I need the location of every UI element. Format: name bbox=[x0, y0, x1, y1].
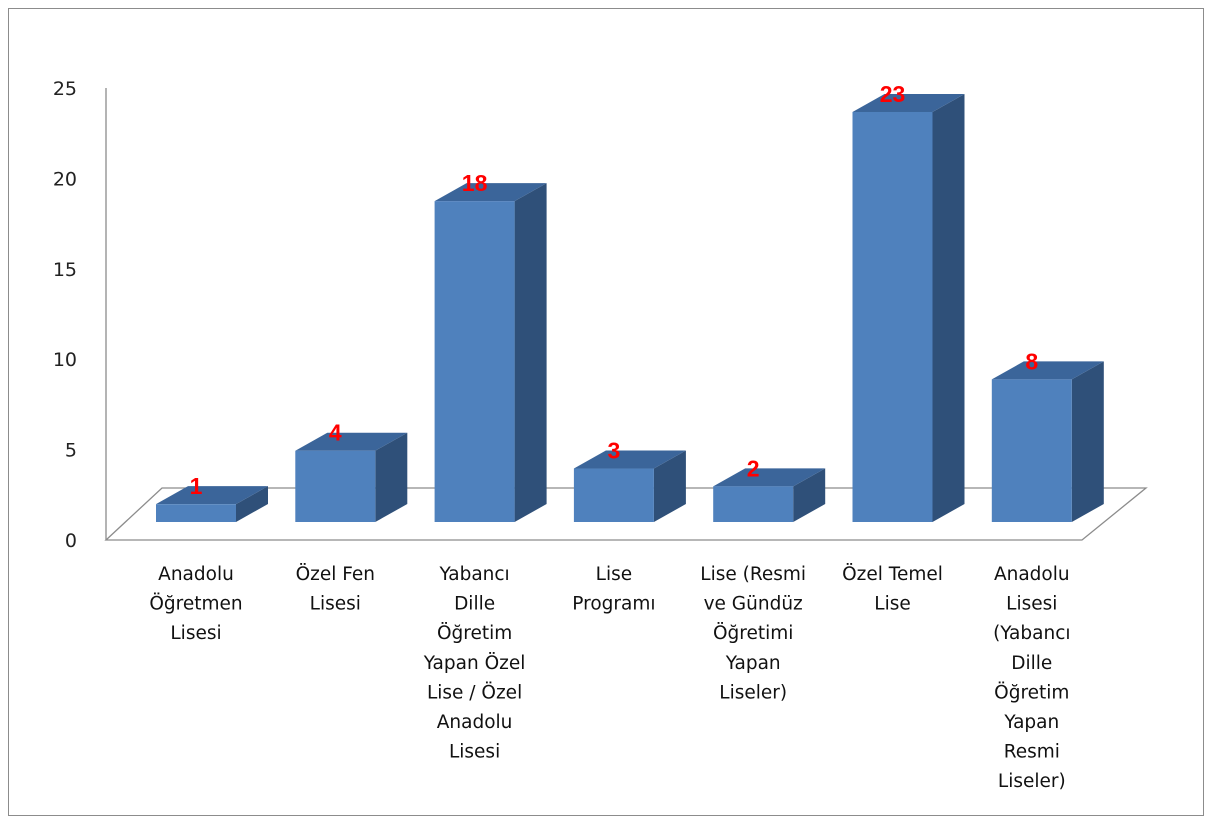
category-label: Özel Temel Lise bbox=[842, 563, 943, 615]
bar-front bbox=[713, 486, 794, 522]
data-label: 23 bbox=[880, 81, 906, 107]
data-label: 2 bbox=[747, 455, 760, 481]
y-tick-label: 10 bbox=[53, 349, 77, 371]
bar-3 bbox=[434, 183, 547, 523]
bar-front bbox=[295, 450, 376, 522]
bar-side bbox=[793, 468, 826, 522]
bar-4 bbox=[573, 450, 686, 522]
bar-2 bbox=[295, 432, 408, 522]
bar-front bbox=[156, 504, 236, 522]
bar-top bbox=[434, 183, 547, 202]
category-label: Anadolu Lisesi (Yabancı Dille Öğretim Yapan Re… bbox=[993, 564, 1070, 792]
y-tick-label: 20 bbox=[53, 168, 77, 190]
bar-side bbox=[653, 450, 686, 522]
category-label: Yabancı Dille Öğretim Yapan Özel Lise / Özel… bbox=[423, 564, 526, 763]
bar-5 bbox=[713, 468, 826, 522]
category-label: Özel Fen Lisesi bbox=[296, 563, 375, 615]
bar-7 bbox=[991, 361, 1104, 522]
category-label: Lise (Resmi ve Gündüz Öğretimi Yapan Liseler… bbox=[700, 564, 806, 703]
bar-front bbox=[573, 468, 654, 522]
y-axis-ticks: 0 5 10 15 20 25 bbox=[53, 78, 77, 552]
data-label: 1 bbox=[190, 473, 203, 499]
y-tick-label: 25 bbox=[53, 78, 77, 100]
data-label: 3 bbox=[608, 438, 621, 464]
bar-top bbox=[156, 486, 268, 505]
bar-top bbox=[852, 93, 965, 112]
bar-top bbox=[573, 450, 686, 469]
bar-side bbox=[932, 93, 965, 523]
bar-top bbox=[713, 468, 826, 487]
axes bbox=[104, 88, 1148, 541]
data-label: 18 bbox=[462, 170, 488, 196]
bar-side bbox=[236, 486, 268, 522]
bar-front bbox=[434, 201, 515, 523]
bar-side bbox=[514, 183, 547, 523]
bar-front bbox=[991, 379, 1072, 522]
y-tick-label: 5 bbox=[65, 440, 77, 462]
bar-6 bbox=[852, 93, 965, 523]
category-labels: Anadolu Öğretmen Lisesi Özel Fen Lisesi Yaban… bbox=[149, 563, 1070, 792]
bars bbox=[156, 93, 1104, 523]
category-label: Lise Programı bbox=[572, 564, 655, 615]
data-label: 8 bbox=[1025, 348, 1038, 374]
bar-side bbox=[375, 432, 408, 522]
floor-plane bbox=[104, 487, 1148, 541]
y-tick-label: 0 bbox=[65, 530, 77, 552]
category-label: Anadolu Öğretmen Lisesi bbox=[149, 564, 242, 644]
bar-side bbox=[1071, 361, 1104, 522]
data-label: 4 bbox=[329, 420, 342, 446]
bar-1 bbox=[156, 486, 268, 522]
y-tick-label: 15 bbox=[53, 259, 77, 281]
bar-top bbox=[991, 361, 1104, 380]
bar-top bbox=[295, 432, 408, 451]
bar-front bbox=[852, 111, 933, 523]
